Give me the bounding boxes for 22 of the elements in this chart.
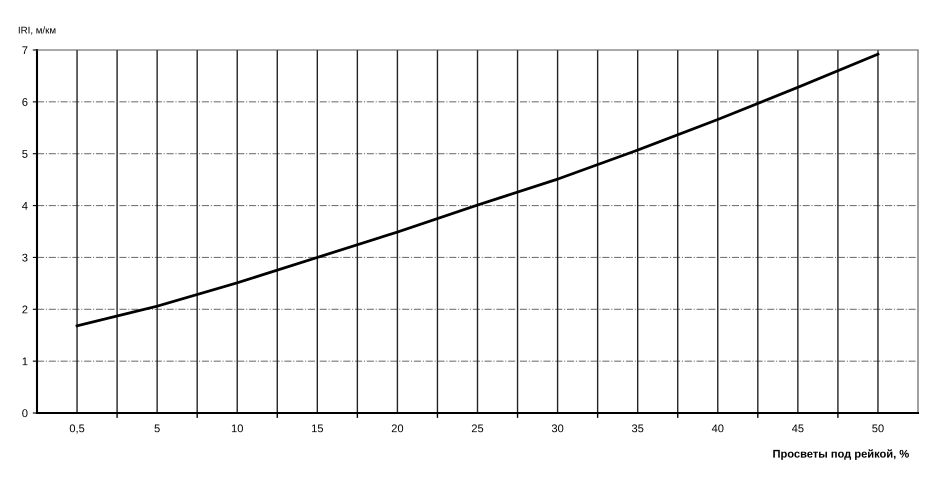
x-tick-label: 40 bbox=[712, 424, 724, 432]
x-tick-label: 10 bbox=[232, 424, 243, 432]
y-tick-label: 4 bbox=[22, 202, 28, 210]
y-tick-label: 7 bbox=[22, 46, 28, 54]
x-tick-label: 30 bbox=[552, 424, 564, 432]
y-tick-label: 2 bbox=[22, 306, 28, 314]
y-tick-label: 1 bbox=[22, 358, 28, 366]
x-tick-label: 35 bbox=[632, 424, 644, 432]
y-tick-label: 6 bbox=[22, 98, 28, 106]
x-tick-label: 5 bbox=[154, 424, 160, 432]
x-axis-title: Просветы под рейкой, % bbox=[773, 449, 909, 460]
x-tick-label: 25 bbox=[472, 424, 484, 432]
x-tick-label: 15 bbox=[312, 424, 324, 432]
y-tick-label: 3 bbox=[22, 254, 28, 262]
x-tick-label: 20 bbox=[392, 424, 404, 432]
y-tick-label: 0 bbox=[22, 409, 28, 418]
x-tick-label: 50 bbox=[872, 424, 884, 432]
line-series bbox=[76, 52, 880, 328]
y-axis-title: IRI, м/км bbox=[18, 26, 56, 35]
y-tick-label: 5 bbox=[22, 150, 28, 158]
x-tick-label: 0,5 bbox=[70, 424, 84, 434]
x-tick-label: 45 bbox=[792, 424, 804, 432]
